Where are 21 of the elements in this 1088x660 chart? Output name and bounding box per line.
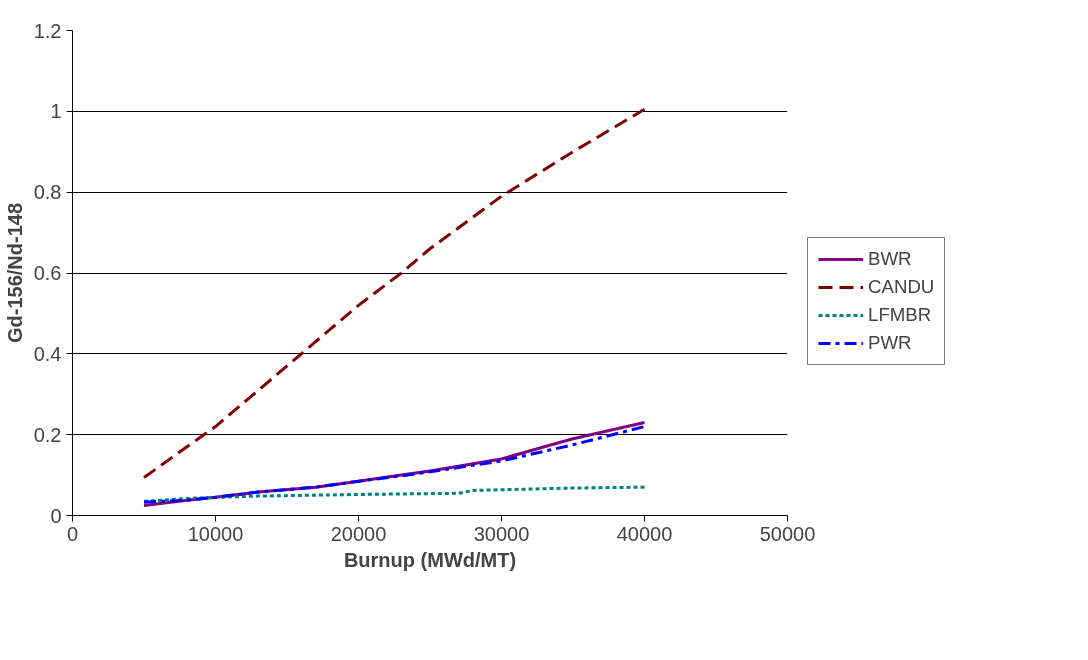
y-tick-label: 0.4 [33, 342, 62, 365]
x-tick-label: 50000 [759, 522, 816, 545]
x-tick-label: 20000 [330, 522, 387, 545]
x-tick-label: 10000 [187, 522, 244, 545]
x-axis-title: Burnup (MWd/MT) [343, 548, 517, 571]
legend-label: BWR [868, 248, 912, 270]
line-series [142, 107, 646, 480]
y-tick-label: 0.6 [33, 262, 62, 284]
y-tick-label: 0.2 [33, 423, 62, 446]
legend-label: PWR [868, 332, 912, 354]
y-tick-label: 1 [50, 100, 62, 123]
y-tick-label: 0.8 [33, 181, 62, 204]
line-series [142, 485, 646, 503]
y-axis-title: Gd-156/Nd-148 [3, 202, 26, 344]
legend-label: LFMBR [868, 304, 932, 326]
y-tick-label: 1.2 [33, 19, 62, 42]
y-tick-label: 0 [50, 504, 62, 527]
x-tick-label: 40000 [616, 522, 673, 545]
x-tick-label: 0 [66, 522, 79, 545]
x-tick-label: 30000 [473, 522, 530, 545]
legend-label: CANDU [868, 276, 935, 298]
